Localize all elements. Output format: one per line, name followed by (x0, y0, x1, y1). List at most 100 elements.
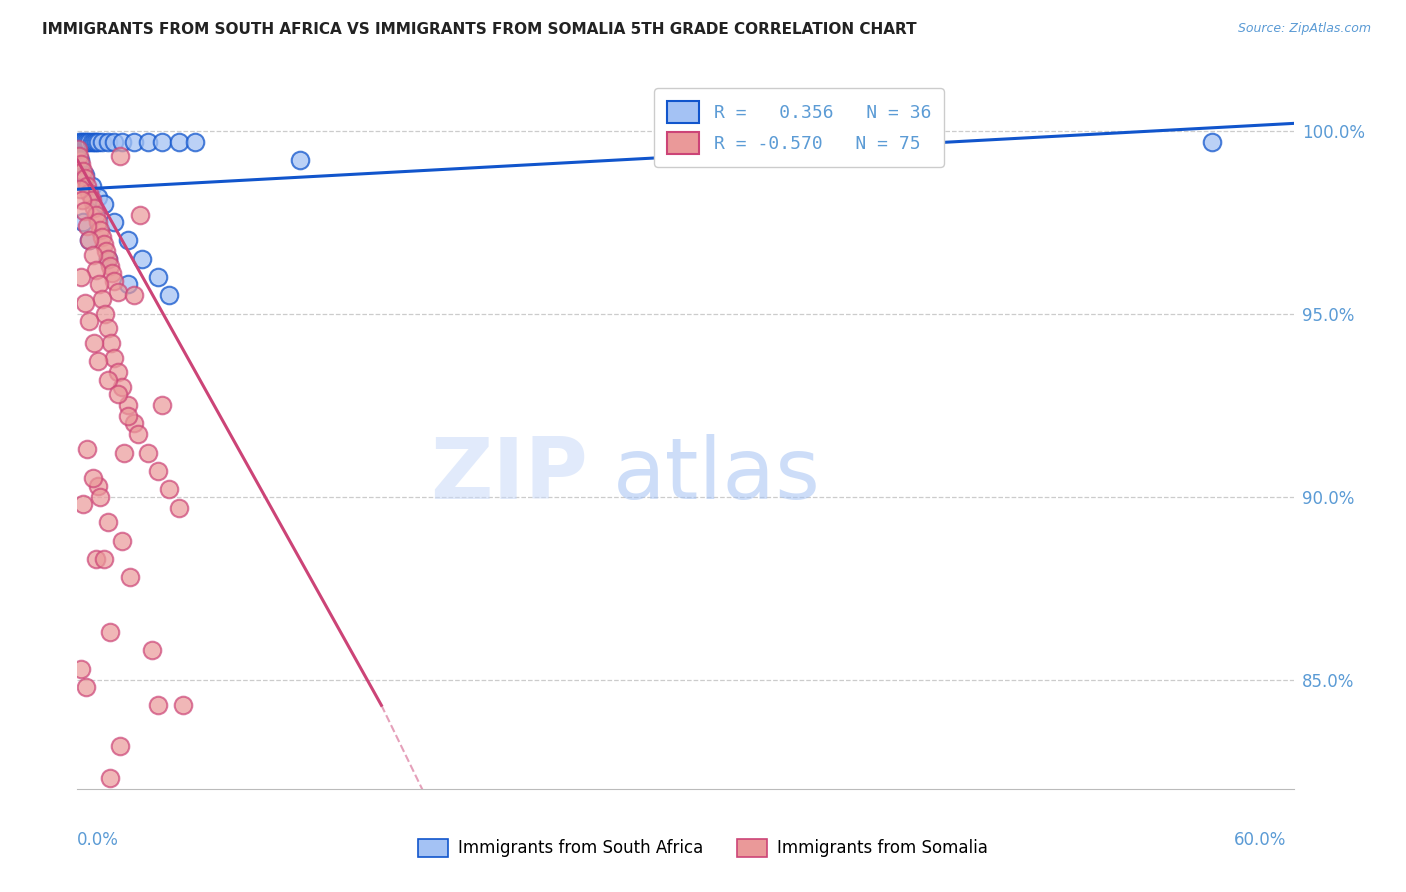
Point (94, 244, 117, 259)
Point (80, 178, 103, 193)
Point (84, 552, 107, 566)
Point (97, 252, 120, 266)
Point (73, 204, 96, 219)
Point (107, 365, 129, 379)
Point (167, 135, 190, 149)
Point (157, 483, 180, 497)
Point (84, 262, 107, 277)
Point (82, 248, 104, 262)
Point (152, 398, 174, 412)
Text: atlas: atlas (613, 434, 821, 517)
Text: 60.0%: 60.0% (1234, 831, 1286, 849)
Legend: Immigrants from South Africa, Immigrants from Somalia: Immigrants from South Africa, Immigrants… (412, 832, 994, 864)
Point (67, 142, 90, 156)
Point (122, 288, 145, 302)
Point (84, 208, 107, 222)
Point (80, 135, 103, 149)
Point (131, 252, 153, 266)
Point (112, 446, 135, 460)
Point (101, 267, 124, 281)
Point (167, 500, 190, 515)
Point (117, 277, 139, 292)
Point (103, 274, 125, 288)
Point (67, 149, 90, 163)
Point (87, 277, 110, 292)
Point (83, 135, 105, 149)
Point (108, 149, 131, 163)
Point (97, 321, 120, 335)
Point (93, 237, 115, 252)
Point (141, 643, 163, 657)
Point (76, 135, 98, 149)
Point (103, 215, 125, 229)
Point (111, 533, 134, 548)
Point (98, 625, 121, 640)
Point (100, 335, 122, 350)
Point (67, 135, 90, 149)
Point (127, 427, 149, 442)
Point (69, 182, 91, 196)
Point (70, 662, 93, 676)
Point (93, 197, 115, 211)
Point (79, 234, 101, 248)
Point (90, 230, 112, 244)
Point (79, 234, 101, 248)
Point (111, 135, 134, 149)
Point (97, 516, 120, 530)
Point (108, 739, 131, 753)
Point (83, 201, 105, 215)
Point (89, 222, 111, 236)
Point (117, 409, 139, 424)
Point (79, 186, 101, 200)
Point (117, 234, 139, 248)
Point (98, 259, 121, 273)
Point (148, 270, 170, 285)
Point (103, 135, 125, 149)
Point (86, 215, 108, 229)
Point (72, 497, 94, 511)
Point (75, 168, 97, 182)
Point (152, 135, 174, 149)
Point (148, 464, 170, 478)
Text: Source: ZipAtlas.com: Source: ZipAtlas.com (1237, 22, 1371, 36)
Point (107, 387, 129, 401)
Point (97, 135, 120, 149)
Point (75, 680, 97, 694)
Point (76, 442, 98, 456)
Point (117, 398, 139, 412)
Point (290, 153, 312, 167)
Point (70, 135, 93, 149)
Point (82, 471, 104, 485)
Point (76, 219, 98, 233)
Point (70, 156, 93, 170)
Point (129, 208, 152, 222)
Point (72, 164, 94, 178)
Point (90, 135, 112, 149)
Point (86, 478, 108, 492)
Point (83, 335, 105, 350)
Point (79, 135, 101, 149)
Point (90, 292, 112, 306)
Point (107, 285, 129, 299)
Point (69, 153, 91, 167)
Point (70, 270, 93, 285)
Point (80, 193, 103, 207)
Point (97, 373, 120, 387)
Point (136, 446, 159, 460)
Point (97, 252, 120, 266)
Point (1201, 135, 1223, 149)
Point (86, 354, 108, 368)
Point (93, 307, 115, 321)
Point (122, 135, 145, 149)
Point (72, 135, 94, 149)
Point (89, 490, 111, 504)
Point (184, 135, 207, 149)
Point (98, 772, 121, 786)
Point (72, 215, 94, 229)
Point (93, 552, 115, 566)
Point (84, 135, 107, 149)
Point (136, 135, 159, 149)
Point (75, 135, 97, 149)
Point (76, 178, 98, 193)
Legend: R =   0.356   N = 36, R = -0.570   N = 75: R = 0.356 N = 36, R = -0.570 N = 75 (654, 88, 943, 167)
